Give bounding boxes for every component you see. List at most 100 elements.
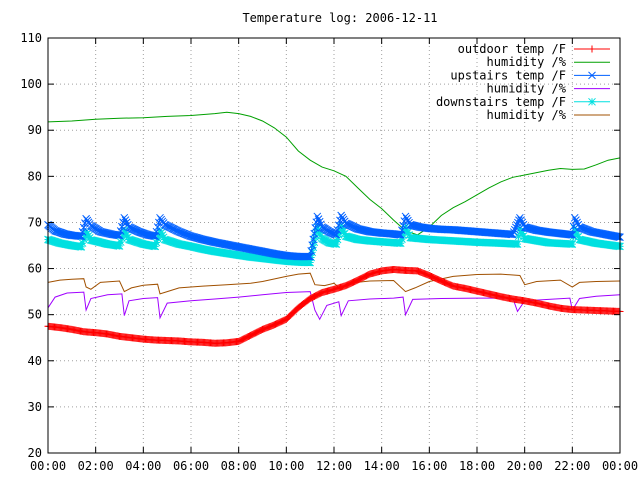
data-point — [508, 230, 517, 239]
data-point — [573, 230, 581, 238]
series-4 — [44, 221, 624, 267]
data-point — [339, 227, 348, 235]
data-point — [396, 239, 405, 248]
x-tick-label: 16:00 — [411, 459, 447, 473]
legend-marker — [588, 45, 596, 53]
axis-ticks: 20 30 40 50 60 70 80 90 100 110 00:00 02:00 04:00 06:… — [20, 31, 638, 473]
y-tick-label: 70 — [28, 215, 42, 229]
data-point — [84, 231, 93, 240]
x-tick-label: 08:00 — [221, 459, 257, 473]
data-point — [572, 227, 580, 236]
data-point — [566, 230, 575, 239]
data-point — [83, 229, 92, 238]
legend-label: upstairs temp /F — [450, 68, 566, 82]
data-point — [77, 232, 86, 241]
data-point — [333, 235, 342, 244]
y-tick-label: 50 — [28, 308, 42, 322]
series-5 — [47, 272, 621, 295]
data-point — [516, 213, 524, 222]
data-point — [315, 228, 324, 237]
data-point — [304, 252, 312, 261]
series-0 — [44, 265, 624, 347]
y-tick-label: 40 — [28, 354, 42, 368]
data-point — [120, 213, 129, 222]
legend-label: downstairs temp /F — [436, 95, 566, 109]
data-point — [334, 231, 343, 239]
series-2 — [44, 211, 624, 261]
chart-title: Temperature log: 2006-12-11 — [242, 11, 437, 25]
data-point — [332, 231, 341, 239]
legend-marker — [588, 97, 596, 106]
data-point — [305, 252, 313, 261]
series-1 — [47, 111, 621, 236]
data-point — [149, 232, 158, 240]
y-tick-label: 100 — [20, 77, 42, 91]
data-point — [115, 231, 124, 240]
data-point — [116, 227, 125, 235]
y-tick-label: 20 — [28, 446, 42, 460]
data-point — [337, 221, 346, 230]
data-point — [313, 223, 322, 231]
data-point — [565, 230, 573, 239]
data-point — [157, 229, 166, 237]
data-point — [78, 228, 87, 236]
data-point — [120, 226, 129, 235]
data-point — [570, 213, 579, 222]
data-point — [310, 238, 319, 247]
data-point — [122, 218, 131, 227]
data-point — [513, 240, 522, 248]
data-point — [332, 240, 341, 248]
data-point — [82, 227, 90, 236]
data-point — [315, 217, 324, 226]
x-tick-label: 00:00 — [30, 459, 66, 473]
grid — [48, 38, 620, 453]
x-tick-label: 00:00 — [602, 459, 638, 473]
data-point — [518, 229, 527, 238]
data-point — [77, 243, 86, 251]
data-point — [119, 230, 127, 239]
data-point — [613, 232, 621, 241]
data-point — [509, 228, 518, 236]
data-point — [398, 226, 406, 235]
data-point — [514, 232, 523, 241]
data-point — [396, 231, 405, 239]
data-point — [338, 213, 347, 222]
x-tick-label: 18:00 — [459, 459, 495, 473]
data-point — [153, 223, 162, 231]
series-line-1 — [47, 111, 621, 236]
data-point — [158, 231, 167, 239]
y-tick-label: 60 — [28, 262, 42, 276]
data-point — [394, 230, 403, 239]
y-tick-label: 110 — [20, 31, 42, 45]
data-point — [567, 230, 576, 239]
data-point — [121, 216, 130, 224]
x-tick-label: 20:00 — [507, 459, 543, 473]
data-point — [306, 258, 315, 267]
data-point — [517, 227, 525, 235]
data-point — [317, 231, 325, 240]
data-point — [151, 242, 160, 251]
data-point — [151, 232, 160, 241]
data-point — [114, 231, 123, 240]
data-point — [113, 231, 122, 239]
data-point — [570, 224, 579, 233]
x-tick-label: 22:00 — [554, 459, 590, 473]
data-point — [334, 221, 343, 230]
series-line-3 — [47, 291, 621, 321]
data-point — [314, 215, 323, 223]
x-tick-label: 10:00 — [268, 459, 304, 473]
data-point — [78, 239, 87, 247]
data-point — [337, 211, 346, 220]
data-point — [303, 252, 311, 261]
series-line-5 — [47, 272, 621, 295]
data-point — [568, 240, 577, 248]
x-tick-label: 04:00 — [125, 459, 161, 473]
legend-label: humidity /% — [487, 55, 567, 69]
data-point — [152, 227, 161, 236]
x-tick-label: 12:00 — [316, 459, 352, 473]
data-point — [122, 231, 131, 239]
data-point — [568, 231, 577, 239]
x-tick-label: 14:00 — [364, 459, 400, 473]
